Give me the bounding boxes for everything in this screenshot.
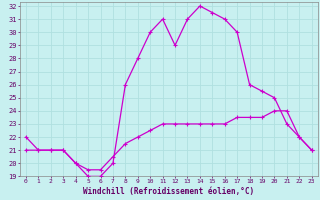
X-axis label: Windchill (Refroidissement éolien,°C): Windchill (Refroidissement éolien,°C) [83,187,254,196]
